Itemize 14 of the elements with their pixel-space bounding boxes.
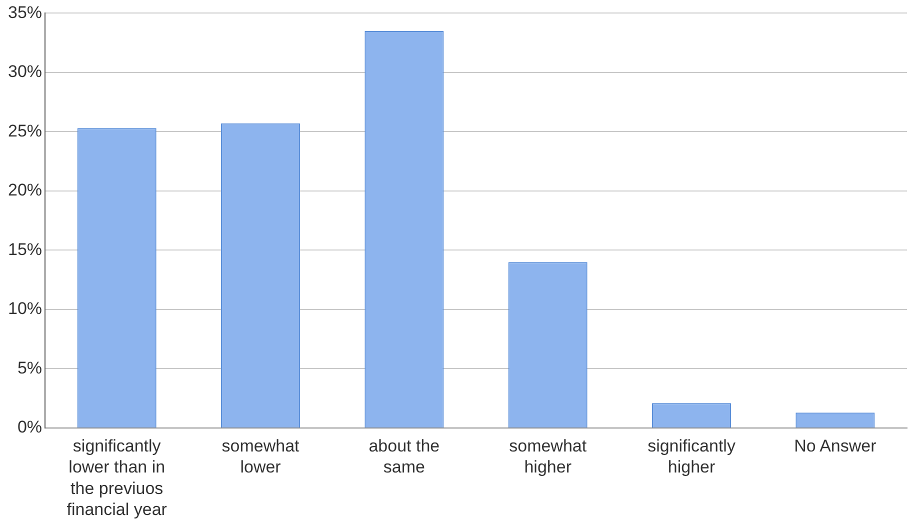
y-tick-label: 0% [17,418,42,437]
y-tick-label: 35% [8,2,42,22]
y-tick-label: 25% [8,121,42,140]
y-tick-label: 10% [8,299,42,318]
y-tick-label: 15% [8,240,42,259]
x-tick-label: somewhat higher [509,436,587,477]
x-tick-label: significantly lower than in the previuos financial year [66,436,168,520]
y-tick-label: 30% [8,62,42,82]
y-tick-label: 5% [17,358,42,378]
x-tick-label: No Answer [794,436,877,456]
x-tick-label: significantly higher [648,436,736,477]
x-tick-label: about the same [368,436,440,477]
x-tick-label: somewhat lower [222,436,300,477]
y-tick-label: 20% [8,180,42,200]
